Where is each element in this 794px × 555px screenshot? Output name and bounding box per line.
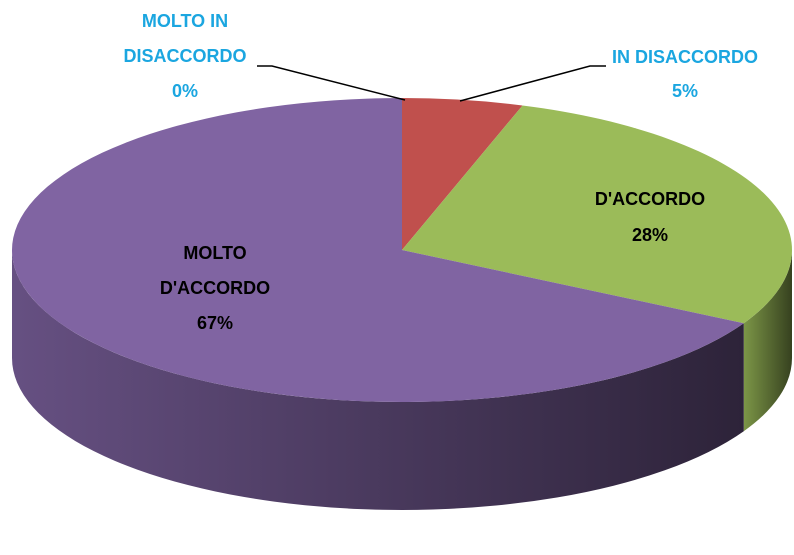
category-label: D'ACCORDO — [594, 189, 706, 209]
category-label: MOLTO IN DISACCORDO — [123, 11, 247, 66]
value-label: 0% — [171, 81, 198, 101]
category-label: MOLTO D'ACCORDO — [159, 243, 271, 298]
pie-side — [12, 250, 744, 510]
value-label: 28% — [631, 225, 669, 245]
pie-slice — [12, 98, 744, 403]
pie-slice — [402, 98, 523, 250]
category-label: IN DISACCORDO — [611, 47, 758, 67]
pie-side — [743, 250, 792, 432]
leader-line — [459, 65, 606, 102]
leader-line — [257, 65, 406, 101]
value-label: 67% — [196, 313, 234, 333]
pie-slice — [402, 105, 792, 324]
value-label: 5% — [671, 81, 698, 101]
